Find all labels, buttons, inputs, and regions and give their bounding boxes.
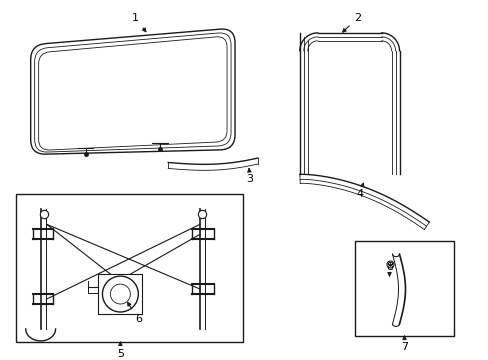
Text: 1: 1 [132, 13, 145, 32]
Bar [16, 194, 243, 342]
Text: 2: 2 [342, 13, 361, 32]
Text: 7: 7 [400, 336, 407, 352]
Text: 6: 6 [127, 302, 142, 324]
Bar [354, 241, 453, 336]
Text: 4: 4 [355, 183, 363, 199]
Text: 5: 5 [117, 342, 123, 359]
Text: 8: 8 [385, 262, 392, 276]
Text: 3: 3 [246, 168, 253, 184]
